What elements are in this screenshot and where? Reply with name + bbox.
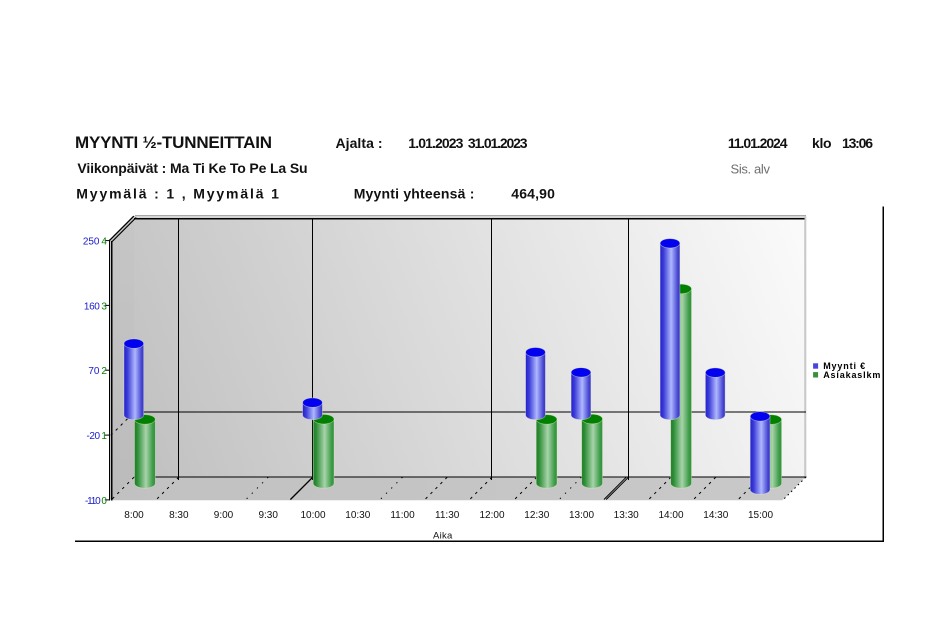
svg-text:3: 3 <box>101 301 107 312</box>
svg-text:10:00: 10:00 <box>300 510 325 521</box>
svg-text:4: 4 <box>101 237 107 248</box>
svg-text:250: 250 <box>83 237 100 248</box>
svg-text:1.01.2023: 1.01.2023 <box>408 135 463 151</box>
svg-text:8:00: 8:00 <box>124 510 144 521</box>
svg-text:14:30: 14:30 <box>703 510 728 521</box>
svg-text:1: 1 <box>101 431 107 442</box>
svg-text:160: 160 <box>84 301 100 312</box>
svg-text:12:00: 12:00 <box>479 510 504 521</box>
svg-text:31.01.2023: 31.01.2023 <box>468 135 528 151</box>
svg-text:Viikonpäivät : Ma Ti Ke To Pe: Viikonpäivät : Ma Ti Ke To Pe La Su <box>77 160 307 176</box>
svg-text:Ajalta :: Ajalta : <box>336 135 383 151</box>
svg-text:70: 70 <box>88 366 100 377</box>
svg-text:2: 2 <box>101 366 107 377</box>
svg-text:14:00: 14:00 <box>658 510 683 521</box>
svg-text:0: 0 <box>101 496 107 507</box>
svg-text:Myymälä : 1 , Myymälä 1: Myymälä : 1 , Myymälä 1 <box>76 185 280 201</box>
svg-text:9:00: 9:00 <box>214 510 234 521</box>
svg-text:9:30: 9:30 <box>258 510 278 521</box>
svg-text:8:30: 8:30 <box>169 510 189 521</box>
svg-text:13:06: 13:06 <box>842 135 873 151</box>
svg-text:11:00: 11:00 <box>390 510 415 521</box>
svg-text:MYYNTI ½-TUNNEITTAIN: MYYNTI ½-TUNNEITTAIN <box>75 133 272 152</box>
svg-text:10:30: 10:30 <box>345 510 370 521</box>
svg-text:Myynti yhteensä :: Myynti yhteensä : <box>354 185 475 201</box>
svg-text:12:30: 12:30 <box>524 510 549 521</box>
svg-text:Sis. alv: Sis. alv <box>731 162 771 177</box>
svg-text:13:00: 13:00 <box>569 510 594 521</box>
svg-text:-110: -110 <box>85 496 101 507</box>
svg-text:Asiakaslkm: Asiakaslkm <box>823 370 881 380</box>
svg-text:-20: -20 <box>87 431 101 442</box>
svg-text:15:00: 15:00 <box>748 510 773 521</box>
svg-text:Aika: Aika <box>433 531 453 542</box>
svg-text:Myynti €: Myynti € <box>823 361 866 371</box>
svg-text:464,90: 464,90 <box>511 185 555 201</box>
svg-text:klo: klo <box>812 135 831 151</box>
svg-text:13:30: 13:30 <box>614 510 639 521</box>
svg-text:11.01.2024: 11.01.2024 <box>728 135 788 151</box>
svg-text:11:30: 11:30 <box>435 510 460 521</box>
